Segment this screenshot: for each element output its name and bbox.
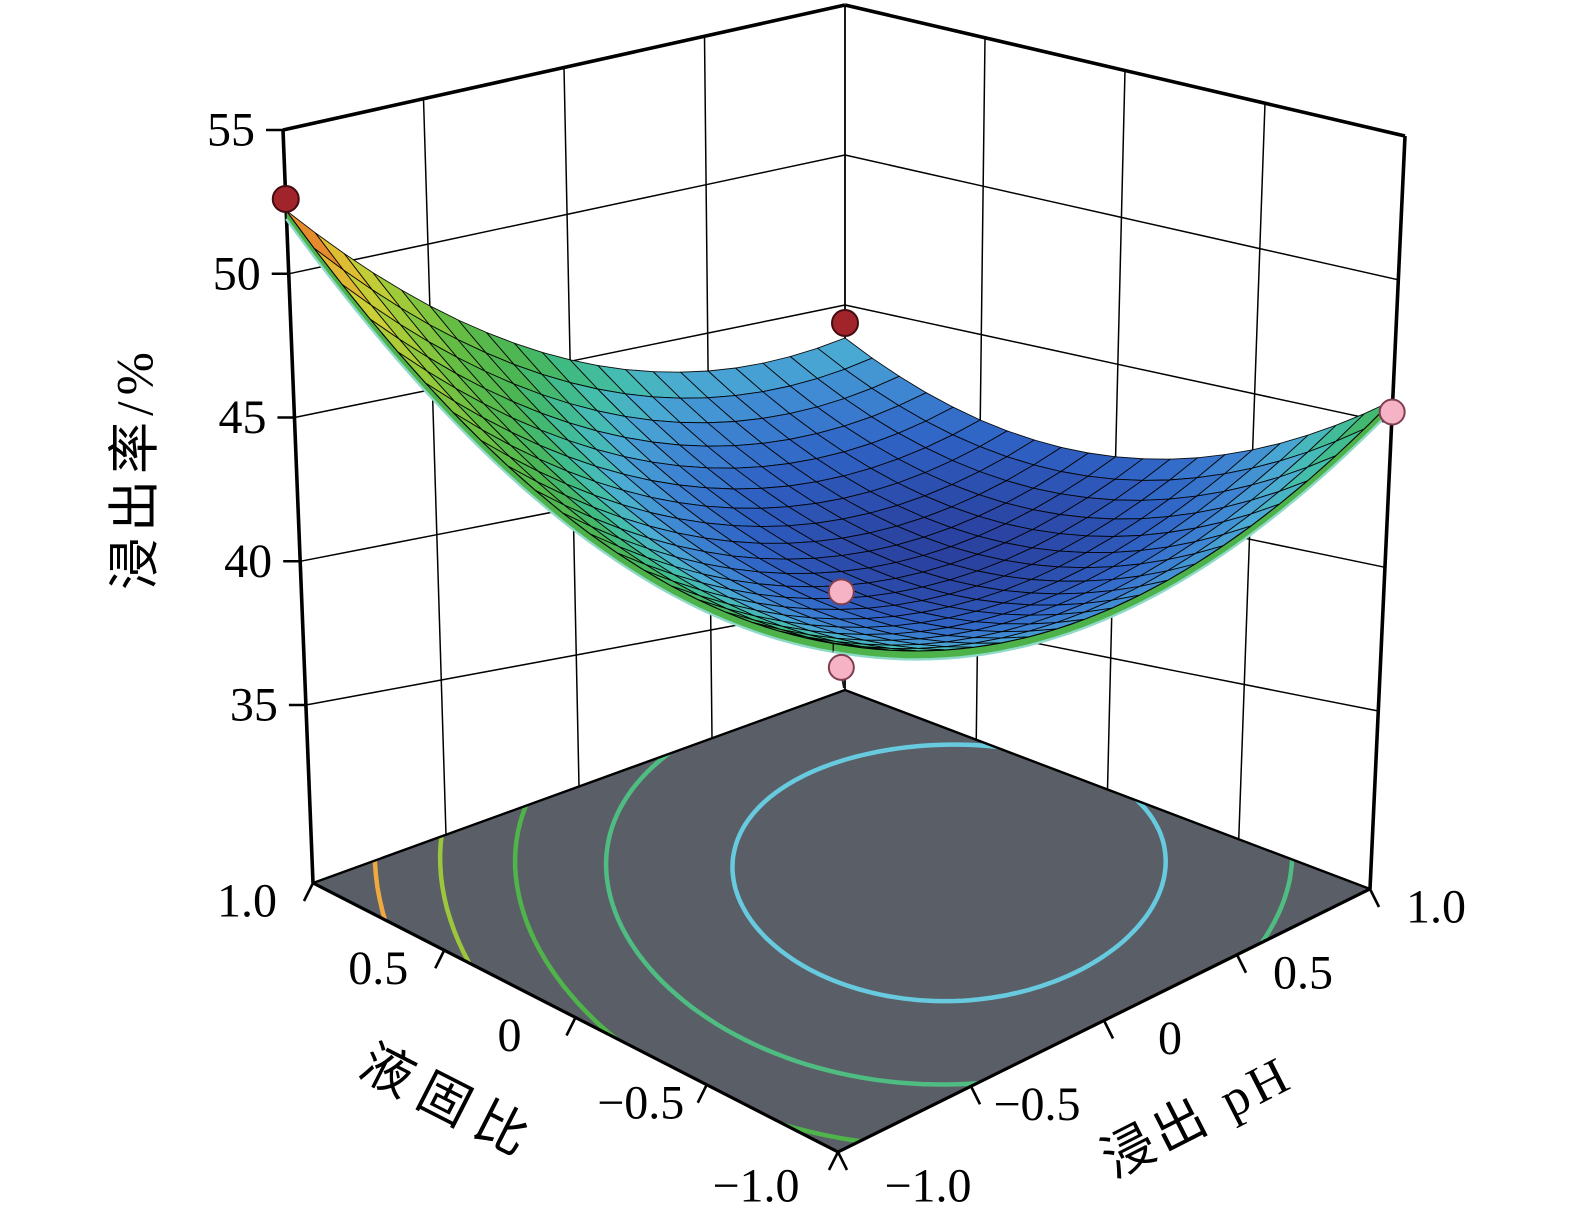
surface-underside-rim [833,408,1394,661]
x-tick [827,1151,840,1171]
design-point-below_surface [1378,398,1406,426]
x-tick-label: 0.5 [348,942,408,995]
wall-vertical-gridline [422,98,447,835]
z-tick-label: 45 [218,391,266,444]
y-tick [969,1085,982,1105]
surface-underside-rim [285,218,834,654]
x-tick [434,949,446,969]
design-point-below_surface [827,653,855,681]
wall-vertical-gridline [1106,70,1126,790]
x-tick-label: −0.5 [597,1076,684,1129]
z-axis-edge [281,129,315,884]
y-tick [836,1151,849,1171]
y-tick-label: −0.5 [993,1078,1080,1131]
z-tick-label: 50 [213,247,261,300]
z-tick-label: 55 [207,104,255,157]
box-top-right-edge [844,3,1406,138]
box-right-front-edge [1368,135,1407,890]
x-tick [565,1016,577,1037]
floor-back-edges [312,688,1371,891]
x-tick [696,1084,708,1104]
x-tick-label: −1.0 [712,1160,799,1213]
box-edges [281,3,1407,890]
y-tick-label: −1.0 [884,1160,971,1213]
x-tick-label: 1.0 [217,875,277,928]
z-tick-label: 35 [230,679,278,732]
x-tick-label: 0 [498,1009,522,1062]
y-tick-label: 0 [1158,1012,1182,1065]
surface-cell [806,637,862,649]
z-tick-label: 40 [224,535,272,588]
y-tick [1368,888,1381,908]
y-tick-label: 0.5 [1273,946,1333,999]
design-point-above_surface [271,185,300,213]
x-tick [302,882,315,902]
design-points [271,185,1406,689]
surface-cell [285,210,344,271]
y-tick-label: 1.0 [1406,881,1466,934]
axis-ticks-and-labels: 35 40 45 50 55 1.0 0.5 0 −0.5 −1.0 −1.0 −0.5 0 0.5 1.0 [207,104,1466,1213]
floor-plane [313,690,1370,1152]
box-top-left-edge [282,3,846,132]
y-tick [1235,954,1248,974]
surface-mesh [285,208,1394,661]
design-point-below_surface [827,578,855,606]
z-axis-title: 浸出率/% [107,346,165,590]
y-tick [1102,1019,1115,1040]
design-point-above_surface [831,309,859,337]
